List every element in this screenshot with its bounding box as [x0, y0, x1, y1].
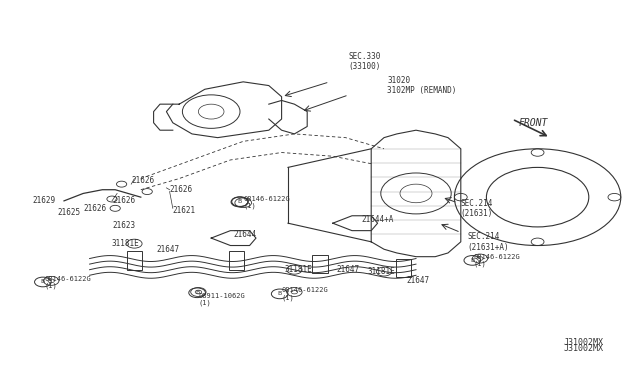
Text: J31002MX: J31002MX: [563, 344, 604, 353]
Text: 31181E: 31181E: [368, 267, 396, 276]
Text: 21626: 21626: [83, 204, 106, 213]
Text: 21626: 21626: [112, 196, 135, 205]
Text: 08146-6122G
(1): 08146-6122G (1): [243, 196, 290, 209]
Text: 21625: 21625: [58, 208, 81, 217]
Text: J31002MX: J31002MX: [563, 338, 604, 347]
FancyBboxPatch shape: [312, 255, 328, 273]
Text: 21626: 21626: [131, 176, 154, 185]
FancyBboxPatch shape: [396, 259, 411, 277]
Text: SEC.214
(21631+A): SEC.214 (21631+A): [467, 232, 509, 251]
Text: 21647: 21647: [336, 265, 359, 274]
Text: 08146-6122G
(1): 08146-6122G (1): [474, 254, 520, 267]
Text: SEC.330
(33100): SEC.330 (33100): [349, 52, 381, 71]
Text: B: B: [41, 279, 45, 285]
FancyBboxPatch shape: [229, 251, 244, 270]
Text: 08146-6122G
(1): 08146-6122G (1): [45, 276, 92, 289]
Text: 21644+A: 21644+A: [362, 215, 394, 224]
Text: 21647: 21647: [157, 245, 180, 254]
Text: 08146-6122G
(1): 08146-6122G (1): [282, 287, 328, 301]
Text: B: B: [278, 291, 282, 296]
Text: 21626: 21626: [170, 185, 193, 194]
Text: 31020
3102MP (REMAND): 31020 3102MP (REMAND): [387, 76, 456, 95]
Text: 31181E: 31181E: [112, 239, 140, 248]
Text: 08911-1062G
(1): 08911-1062G (1): [198, 293, 245, 306]
Text: B: B: [195, 290, 199, 295]
Text: FRONT: FRONT: [518, 118, 548, 128]
FancyBboxPatch shape: [127, 251, 142, 270]
Text: B: B: [237, 199, 241, 205]
Text: 21623: 21623: [112, 221, 135, 230]
Text: B: B: [470, 258, 474, 263]
Text: 21644: 21644: [234, 230, 257, 239]
Text: 31181E: 31181E: [285, 265, 312, 274]
Text: 21629: 21629: [32, 196, 55, 205]
Text: SEC.214
(21631): SEC.214 (21631): [461, 199, 493, 218]
Text: 21621: 21621: [173, 206, 196, 215]
Text: 21647: 21647: [406, 276, 429, 285]
